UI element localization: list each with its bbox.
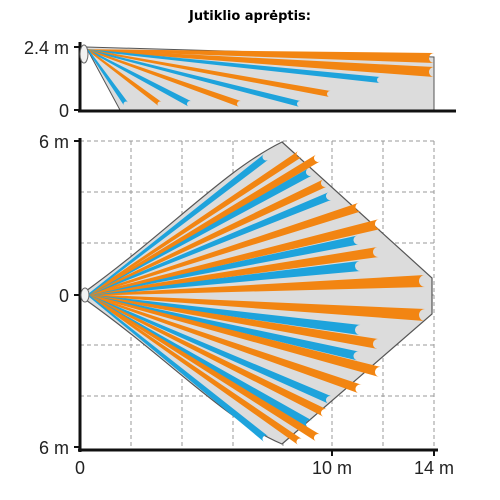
top-beam (87, 294, 359, 361)
top-beam (87, 294, 302, 445)
top-beam (87, 294, 382, 377)
top-label-x-origin: 0 (75, 458, 85, 478)
top-beams (87, 151, 426, 445)
top-label-y-bottom: 6 m (39, 438, 69, 458)
side-beam (87, 49, 162, 106)
top-beam (87, 294, 332, 404)
top-label-y-top: 6 m (39, 132, 69, 152)
top-beam (87, 261, 361, 296)
top-beam (87, 235, 359, 296)
top-beam (87, 294, 269, 442)
top-beam (87, 294, 313, 428)
side-beams (87, 49, 435, 107)
top-label-x-14m: 14 m (414, 458, 454, 478)
side-beam (87, 49, 435, 63)
top-beam (87, 294, 361, 335)
side-label-zero: 0 (59, 101, 69, 121)
sensor-icon-side (79, 44, 89, 64)
diagram-title: Jutiklio aprėptis: (189, 9, 311, 24)
top-beam (87, 247, 379, 296)
side-beam (87, 49, 192, 107)
top-beam (87, 154, 269, 296)
side-view: 2.4 m 0 (24, 38, 456, 121)
top-beam (87, 294, 379, 349)
top-beam (87, 219, 382, 296)
top-beam (87, 294, 362, 394)
side-beam (87, 49, 331, 97)
top-beam (87, 275, 426, 296)
top-beam (87, 179, 327, 296)
top-beam (87, 151, 302, 296)
top-beam (87, 294, 321, 442)
top-beam (87, 294, 426, 321)
side-beam (87, 49, 129, 106)
side-beam (87, 49, 381, 83)
side-beam (87, 49, 301, 107)
top-beam (87, 168, 312, 296)
top-label-y-mid: 0 (59, 286, 69, 306)
side-label-height: 2.4 m (24, 38, 69, 58)
side-beam (87, 49, 435, 77)
top-beam (87, 154, 321, 296)
top-view: 6 m 0 6 m 0 10 m 14 m (39, 132, 454, 478)
side-beam (87, 49, 242, 107)
top-beam (87, 202, 362, 296)
top-beam (87, 294, 327, 417)
sensor-icon-top (80, 287, 90, 303)
top-label-x-10m: 10 m (312, 458, 352, 478)
top-beam (87, 192, 332, 296)
top-coverage-area (85, 141, 433, 445)
